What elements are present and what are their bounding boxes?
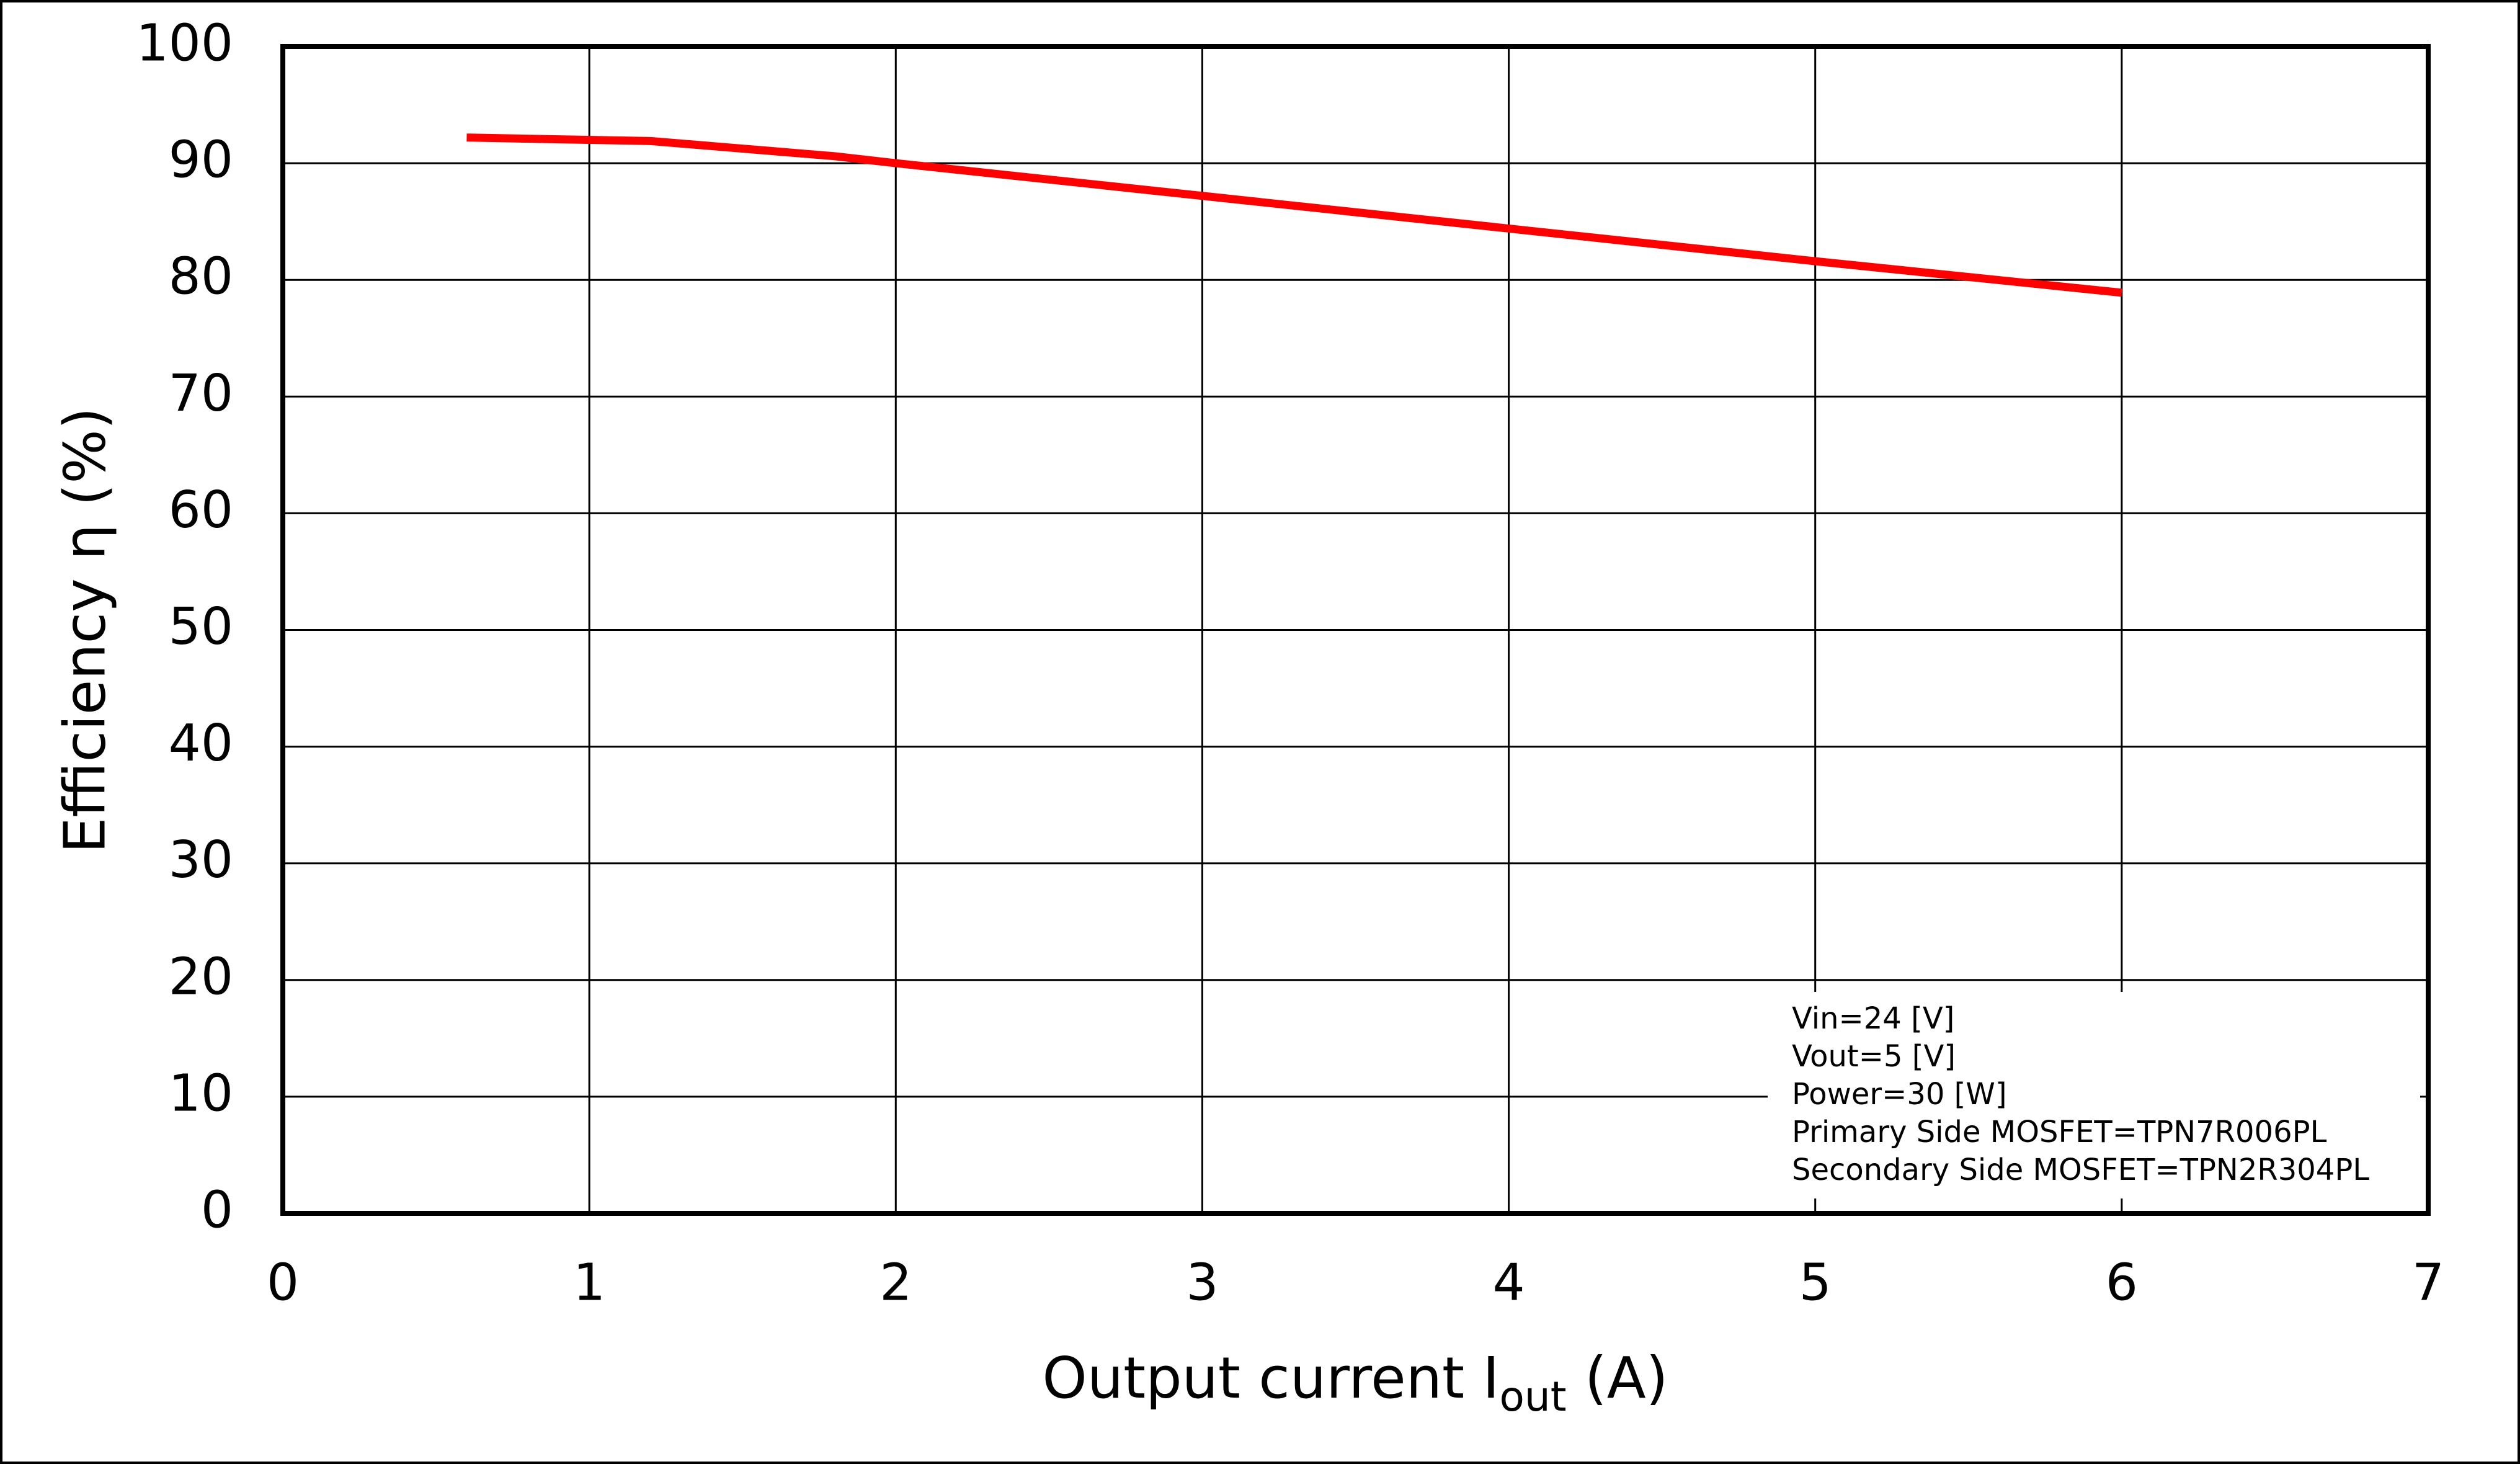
y-tick-label: 0 [201, 1181, 233, 1239]
data-line [466, 133, 2122, 297]
annotation-line: Secondary Side MOSFET=TPN2R304PL [1792, 1153, 2369, 1187]
x-tick-label: 5 [1799, 1253, 1832, 1312]
x-tick-label: 7 [2412, 1253, 2444, 1312]
x-axis-title: Output current Iout (A) [1042, 1345, 1668, 1421]
y-tick-label: 100 [136, 14, 233, 73]
x-tick-label: 3 [1186, 1253, 1218, 1312]
y-tick-label: 10 [169, 1064, 233, 1123]
x-axis-title-main: Output current I [1042, 1345, 1499, 1411]
y-tick-label: 40 [169, 714, 233, 773]
annotation-box [1768, 992, 2420, 1198]
x-axis-title-unit: (A) [1567, 1345, 1668, 1411]
annotation-line: Power=30 [W] [1792, 1077, 2007, 1112]
y-tick-label: 90 [169, 131, 233, 190]
annotation-line: Vout=5 [V] [1792, 1039, 1956, 1074]
annotation-line: Primary Side MOSFET=TPN7R006PL [1792, 1115, 2327, 1149]
y-tick-label: 20 [169, 947, 233, 1006]
y-tick-label: 60 [169, 481, 233, 540]
x-tick-label: 2 [879, 1253, 912, 1312]
y-tick-label: 80 [169, 248, 233, 306]
x-axis-title-subscript: out [1500, 1373, 1567, 1421]
y-tick-label: 70 [169, 364, 233, 423]
y-axis-title: Efficiency η (%) [51, 407, 118, 853]
x-tick-label: 6 [2106, 1253, 2138, 1312]
x-tick-label: 0 [267, 1253, 299, 1312]
x-tick-label: 1 [573, 1253, 605, 1312]
y-tick-label: 50 [169, 597, 233, 656]
plot-border [280, 44, 2431, 1216]
annotation-line: Vin=24 [V] [1792, 1001, 1954, 1036]
x-tick-label: 4 [1492, 1253, 1525, 1312]
y-tick-label: 30 [169, 831, 233, 890]
